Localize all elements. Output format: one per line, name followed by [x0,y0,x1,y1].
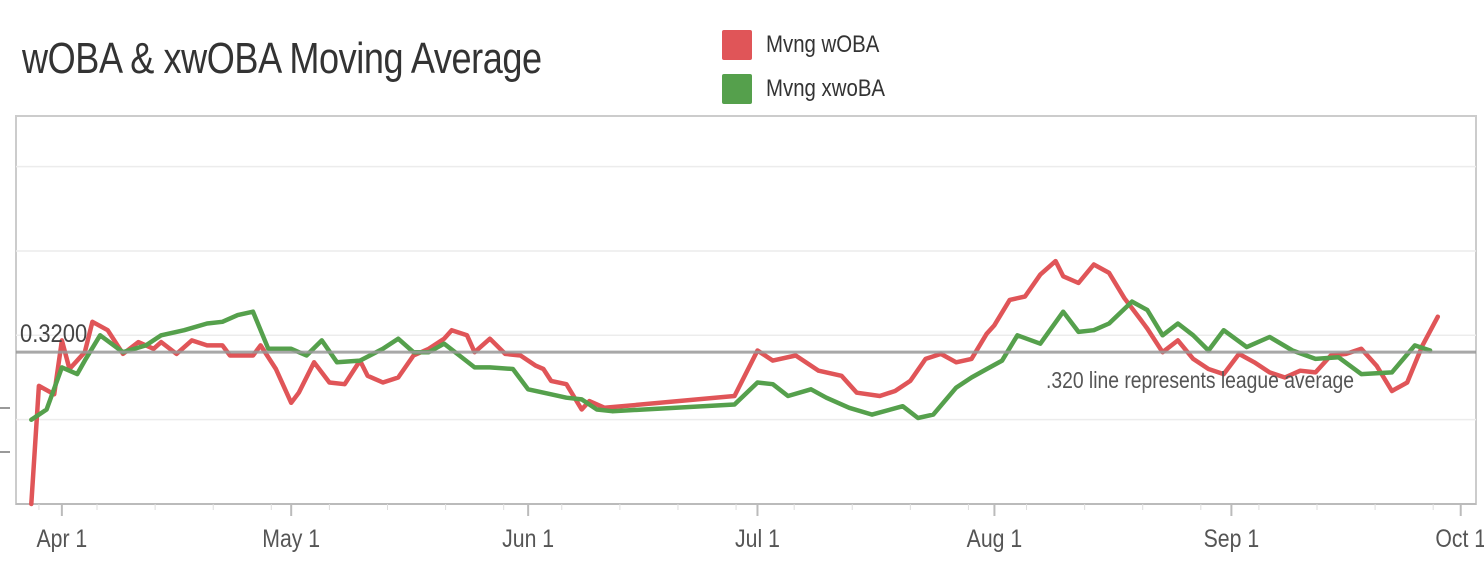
x-tick-label: Jul 1 [735,524,780,552]
woba-line [29,258,1441,507]
reference-value-label: 0.3200 [20,320,87,348]
chart-title: wOBA & xwOBA Moving Average [22,34,542,83]
x-tick-label: May 1 [262,524,320,552]
x-tick-label: Jun 1 [502,524,554,552]
chart-legend: Mvng wOBA Mvng xwoBA [722,30,906,118]
legend-item-xwoba[interactable]: Mvng xwoBA [722,74,906,104]
legend-label-xwoba: Mvng xwoBA [766,75,886,102]
legend-label-woba: Mvng wOBA [766,31,880,58]
legend-swatch-xwoba [722,74,752,104]
x-tick-label: Apr 1 [36,524,87,552]
legend-swatch-woba [722,30,752,60]
x-tick-label: Oct 1 [1435,524,1484,552]
xwoba-line [29,299,1433,422]
plot-frame [15,115,1477,505]
reference-annotation: .320 line represents league average [1046,369,1354,394]
legend-item-woba[interactable]: Mvng wOBA [722,30,906,60]
x-tick-label: Aug 1 [967,524,1023,552]
x-tick-label: Sep 1 [1204,524,1260,552]
